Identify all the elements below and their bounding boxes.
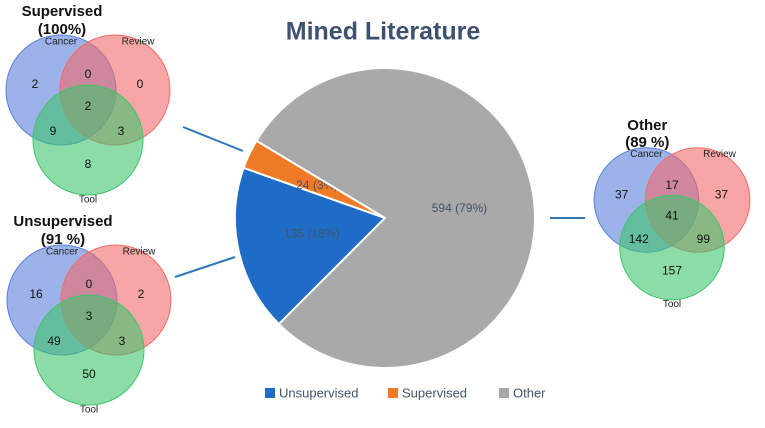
set-label: Tool <box>79 195 97 206</box>
region-count: 142 <box>629 232 649 246</box>
value-label: 594 (79%) <box>432 201 487 215</box>
region-count: 3 <box>119 334 126 348</box>
connector <box>182 126 244 152</box>
set-label: Review <box>122 37 156 48</box>
set-label: Review <box>123 247 157 258</box>
region-count: 37 <box>615 187 629 201</box>
legend-swatch <box>388 388 398 398</box>
set-label: Tool <box>663 299 681 310</box>
region-count: 157 <box>662 263 682 277</box>
set-label: Cancer <box>45 37 78 48</box>
region-count: 2 <box>32 77 39 91</box>
venn-title: Supervised <box>22 3 103 20</box>
venn-title: Unsupervised <box>13 213 112 230</box>
pie-slice <box>234 166 387 326</box>
venn-set <box>619 194 725 301</box>
region-count: 0 <box>137 77 144 91</box>
connector <box>174 256 236 278</box>
region-count: 3 <box>86 309 93 323</box>
pie-slice <box>255 67 536 369</box>
legend-label: Unsupervised <box>279 385 359 400</box>
venn-set <box>32 84 144 196</box>
venn-subtitle: (91 %) <box>41 231 85 248</box>
region-count: 50 <box>82 367 96 381</box>
venn-title: Other <box>627 117 667 134</box>
region-count: 41 <box>665 208 679 222</box>
chart-title: Mined Literature <box>286 18 481 46</box>
set-label: Review <box>703 149 737 160</box>
region-count: 99 <box>697 232 711 246</box>
region-count: 2 <box>138 287 145 301</box>
region-count: 17 <box>665 178 679 192</box>
region-count: 8 <box>85 157 92 171</box>
region-count: 37 <box>715 187 729 201</box>
region-count: 0 <box>86 277 93 291</box>
set-label: Tool <box>80 405 98 416</box>
venn-set <box>33 294 145 406</box>
region-count: 2 <box>85 99 92 113</box>
region-count: 3 <box>118 124 125 138</box>
region-count: 0 <box>85 67 92 81</box>
venn-subtitle: (89 %) <box>625 134 669 151</box>
region-count: 16 <box>29 287 43 301</box>
legend-swatch <box>499 388 509 398</box>
legend-label: Other <box>513 385 546 400</box>
legend-swatch <box>265 388 275 398</box>
set-label: Cancer <box>630 149 663 160</box>
region-count: 49 <box>47 334 61 348</box>
value-label: 135 (18%) <box>284 227 339 241</box>
set-label: Cancer <box>46 247 79 258</box>
venn-subtitle: (100%) <box>38 21 86 38</box>
region-count: 9 <box>50 124 57 138</box>
legend-label: Supervised <box>402 385 467 400</box>
